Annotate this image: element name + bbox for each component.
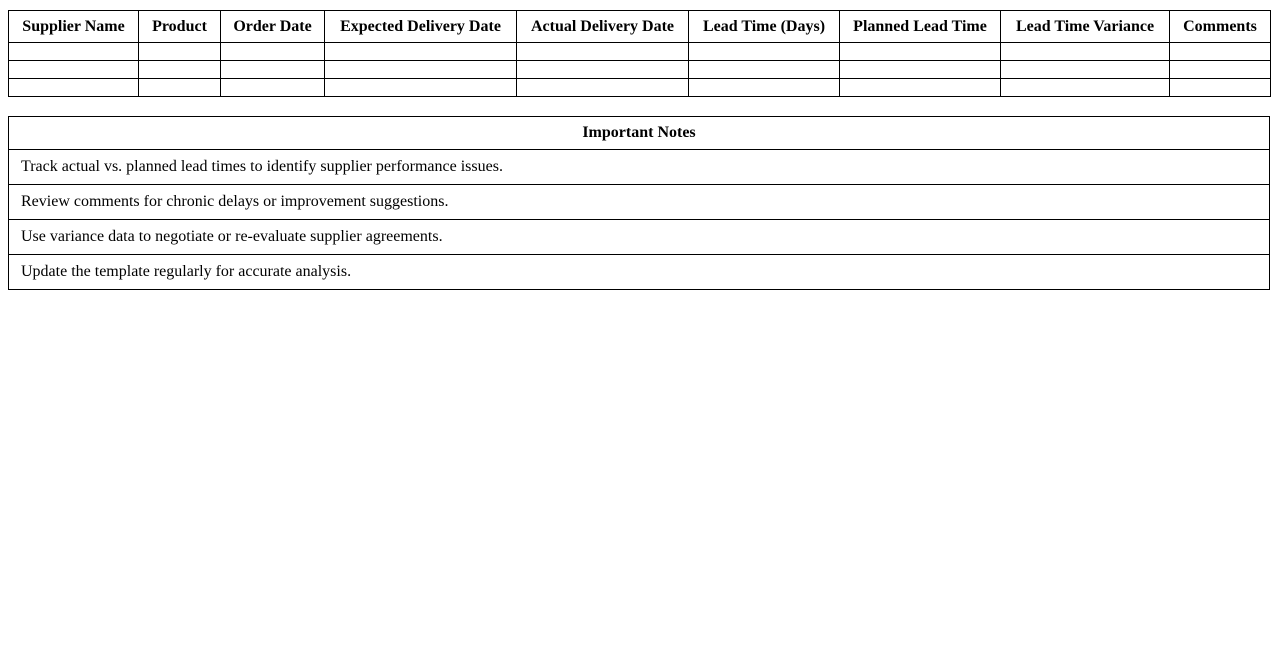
empty-cell (688, 42, 840, 61)
note-row: Update the template regularly for accura… (8, 254, 1270, 290)
empty-cell (220, 42, 325, 61)
column-header-product: Product (138, 10, 221, 43)
note-item: Use variance data to negotiate or re-eva… (8, 219, 1270, 255)
column-header-comments: Comments (1169, 10, 1271, 43)
empty-cell (839, 78, 1001, 97)
empty-cell (324, 78, 517, 97)
empty-cell (1000, 78, 1170, 97)
empty-cell (220, 78, 325, 97)
important-notes-table: Important Notes Track actual vs. planned… (8, 116, 1270, 290)
empty-cell (1000, 60, 1170, 79)
column-header-lead-time-variance: Lead Time Variance (1000, 10, 1170, 43)
column-header-expected-delivery-date: Expected Delivery Date (324, 10, 517, 43)
empty-cell (8, 78, 139, 97)
empty-cell (1169, 60, 1271, 79)
column-header-supplier-name: Supplier Name (8, 10, 139, 43)
empty-cell (1169, 42, 1271, 61)
notes-header-row: Important Notes (8, 116, 1270, 150)
note-item: Review comments for chronic delays or im… (8, 184, 1270, 220)
empty-cell (324, 60, 517, 79)
empty-cell (1169, 78, 1271, 97)
document-page: Supplier Name Product Order Date Expecte… (0, 0, 1278, 290)
table-row (8, 78, 1271, 97)
empty-cell (1000, 42, 1170, 61)
empty-cell (138, 42, 221, 61)
empty-cell (8, 60, 139, 79)
empty-cell (138, 78, 221, 97)
lead-time-table: Supplier Name Product Order Date Expecte… (8, 10, 1271, 97)
column-header-actual-delivery-date: Actual Delivery Date (516, 10, 689, 43)
notes-title: Important Notes (8, 116, 1270, 150)
empty-cell (688, 78, 840, 97)
empty-cell (138, 60, 221, 79)
empty-cell (516, 78, 689, 97)
table-row (8, 60, 1271, 79)
note-row: Track actual vs. planned lead times to i… (8, 149, 1270, 185)
column-header-order-date: Order Date (220, 10, 325, 43)
empty-cell (8, 42, 139, 61)
note-row: Review comments for chronic delays or im… (8, 184, 1270, 220)
column-header-lead-time-days: Lead Time (Days) (688, 10, 840, 43)
lead-time-header-row: Supplier Name Product Order Date Expecte… (8, 10, 1271, 43)
empty-cell (324, 42, 517, 61)
note-item: Track actual vs. planned lead times to i… (8, 149, 1270, 185)
empty-cell (839, 60, 1001, 79)
note-row: Use variance data to negotiate or re-eva… (8, 219, 1270, 255)
column-header-planned-lead-time: Planned Lead Time (839, 10, 1001, 43)
table-row (8, 42, 1271, 61)
note-item: Update the template regularly for accura… (8, 254, 1270, 290)
empty-cell (839, 42, 1001, 61)
empty-cell (688, 60, 840, 79)
empty-cell (220, 60, 325, 79)
empty-cell (516, 42, 689, 61)
empty-cell (516, 60, 689, 79)
